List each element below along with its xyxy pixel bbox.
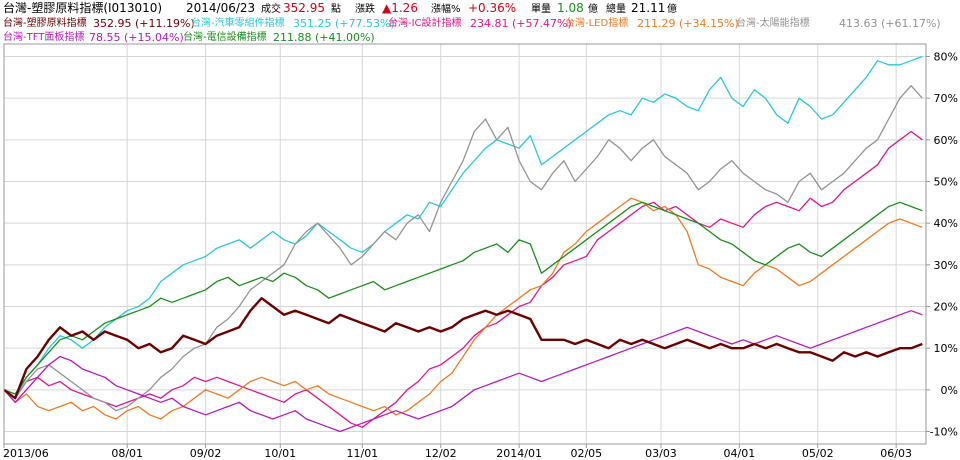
pct-label: 漲幅% (431, 4, 461, 15)
vol-unit: 億 (588, 4, 598, 15)
x-tick-label: 12/02 (425, 447, 457, 460)
series-line-0 (3, 297, 923, 400)
series-line-3 (3, 197, 923, 420)
legend-value: 352.95 (+11.19%) (93, 17, 195, 30)
y-tick-label: 70% (934, 92, 958, 105)
legend-value: 234.81 (+57.47%) (470, 17, 572, 30)
y-tick-label: 80% (934, 51, 958, 64)
x-tick-label: 04/01 (724, 447, 756, 460)
series-group (3, 55, 923, 433)
change-value: ▲1.26 (382, 1, 418, 15)
quote-date: 2014/06/23 (186, 1, 256, 15)
total-unit: 億 (667, 4, 677, 15)
legend-name[interactable]: 台灣-LED指標 (565, 18, 629, 29)
change-label: 漲跌 (355, 4, 375, 15)
legend-name[interactable]: 台灣-IC設計指標 (388, 18, 462, 29)
plot-frame (3, 43, 927, 445)
x-tick-label: 05/02 (802, 447, 834, 460)
chart-header: 台灣-塑膠原料指標(I013010) 2014/06/23 成交 352.95 … (0, 0, 960, 46)
legend-value: 351.25 (+77.53%) (293, 17, 395, 30)
close-label: 成交 (261, 4, 281, 15)
x-tick-label: 09/02 (190, 447, 222, 460)
legend-name[interactable]: 台灣-TFT面板指標 (3, 32, 85, 43)
series-line-5 (3, 310, 923, 433)
y-tick-label: 20% (934, 301, 958, 314)
series-line-4 (3, 85, 923, 412)
legend-name[interactable]: 台灣-太陽能指標 (736, 18, 810, 29)
x-tick-label: 11/01 (346, 447, 378, 460)
close-value: 352.95 (283, 1, 325, 15)
series-line-6 (3, 201, 923, 395)
y-tick-label: 40% (934, 217, 958, 230)
pct-value: +0.36% (468, 1, 517, 15)
legend-value: 211.29 (+34.15%) (637, 17, 739, 30)
y-tick-label: 50% (934, 176, 958, 189)
close-unit: 點 (331, 4, 341, 15)
vol-value: 1.08 (557, 1, 584, 15)
x-tick-label: 2013/06 (3, 447, 49, 460)
y-tick-label: 60% (934, 134, 958, 147)
y-tick-label: 30% (934, 259, 958, 272)
legend-name[interactable]: 台灣-汽車零組件指標 (191, 18, 285, 29)
axes: -10% 0% 10% 20% 30% 40% 50% 60% 70% 80% 2013/06 08/… (3, 43, 958, 460)
x-tick-label: 2014/01 (496, 447, 542, 460)
x-tick-label: 03/03 (645, 447, 677, 460)
y-tick-label: 10% (934, 342, 958, 355)
legend-value: 78.55 (+15.04%) (89, 31, 184, 44)
x-tick-label: 06/03 (880, 447, 912, 460)
legend-value: 211.88 (+41.00%) (273, 31, 375, 44)
x-tick-label: 08/01 (111, 447, 143, 460)
grid (3, 44, 926, 444)
index-title: 台灣-塑膠原料指標(I013010) (3, 1, 163, 15)
series-line-1 (3, 55, 923, 399)
vol-label: 單量 (531, 4, 551, 15)
legend-value: 413.63 (+61.17%) (839, 17, 941, 30)
total-label: 總量 (606, 4, 626, 15)
legend-name[interactable]: 台灣-塑膠原料指標 (3, 18, 87, 29)
x-tick-label: 10/01 (264, 447, 296, 460)
x-tick-label: 02/05 (570, 447, 602, 460)
total-value: 21.11 (631, 1, 666, 15)
series-line-2 (3, 130, 923, 428)
y-tick-label: -10% (930, 426, 958, 439)
legend-name[interactable]: 台灣-電信設備指標 (183, 32, 267, 43)
y-tick-label: 0% (941, 384, 958, 397)
